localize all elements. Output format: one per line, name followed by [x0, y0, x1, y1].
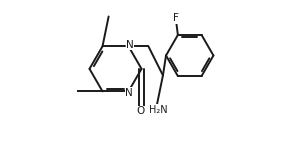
Text: N: N — [125, 88, 133, 98]
Text: O: O — [137, 106, 145, 116]
Text: N: N — [126, 40, 134, 50]
Text: H₂N: H₂N — [149, 105, 168, 115]
Text: F: F — [174, 13, 179, 23]
